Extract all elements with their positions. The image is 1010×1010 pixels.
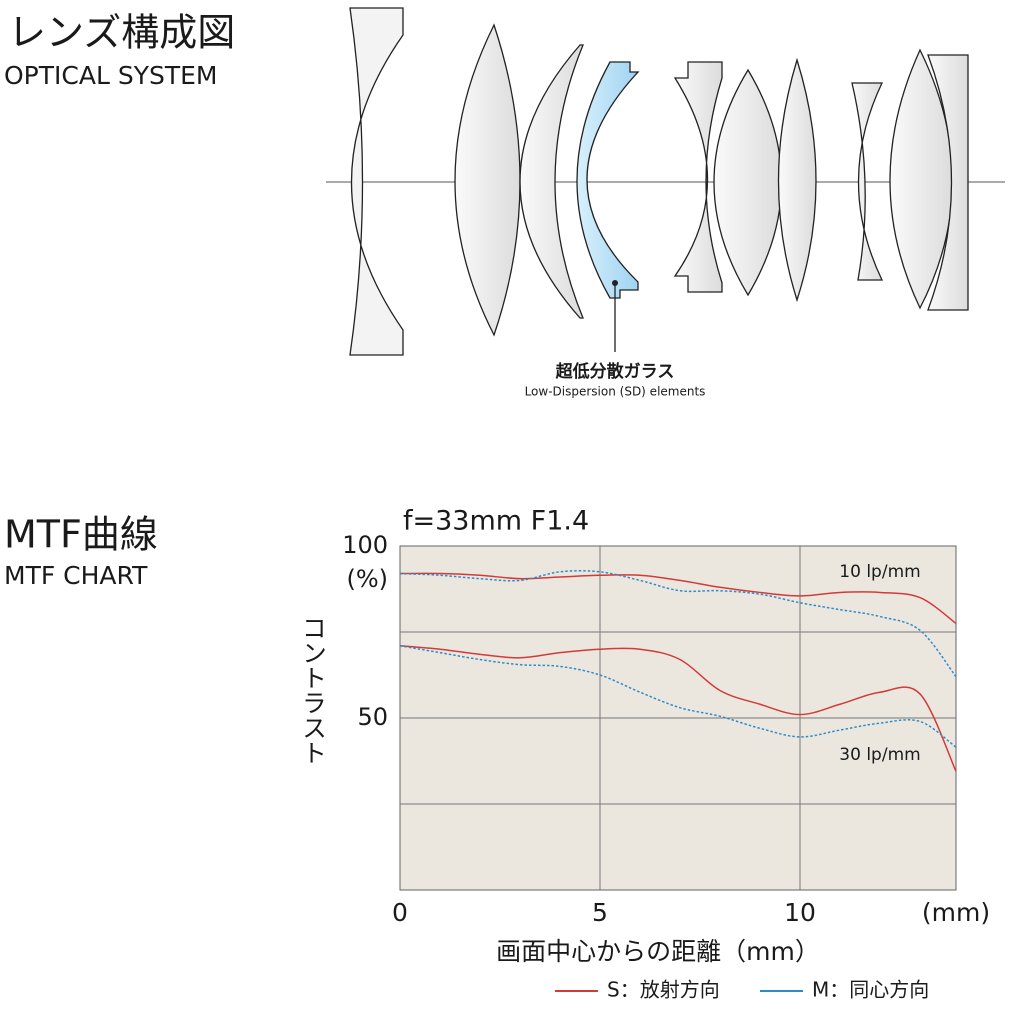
y-tick-label: 50 [357, 703, 388, 731]
lens-element [777, 57, 817, 303]
y-axis-label: コントラスト [299, 615, 328, 765]
lens-element [713, 68, 783, 297]
x-unit: (mm) [922, 898, 990, 927]
mtf-curve [399, 645, 957, 748]
mtf-curve [399, 645, 957, 772]
mtf-heading-ja: MTF曲線 [4, 513, 158, 557]
x-axis-label: 画面中心からの距離（mm） [496, 937, 820, 966]
chart-title: f=33mm F1.4 [403, 506, 589, 537]
mtf-heading-en: MTF CHART [4, 561, 148, 590]
lens-element [927, 54, 969, 311]
optical-title-ja: レンズ構成図 [8, 11, 235, 55]
lens-element [349, 7, 404, 356]
callout-en: Low-Dispersion (SD) elements [525, 385, 706, 399]
lens-element [519, 44, 584, 319]
callout-ja: 超低分散ガラス [556, 361, 675, 382]
x-tick-label: 0 [392, 898, 408, 927]
x-tick-label: 10 [784, 898, 816, 927]
annotation: 30 lp/mm [839, 745, 920, 765]
lens-element [673, 61, 723, 293]
sd-lens-element [576, 61, 640, 299]
legend-label: S：放射方向 [607, 978, 720, 1002]
lens-element [851, 82, 884, 281]
mtf-chart: f=33mm F1.4 (%) コントラスト (mm) 画面中心からの距離（mm… [299, 506, 991, 967]
y-unit: (%) [346, 565, 388, 593]
optical-title-en: OPTICAL SYSTEM [4, 61, 217, 90]
annotation: 10 lp/mm [839, 562, 920, 582]
mtf-curve [399, 572, 957, 625]
lens-diagram [326, 7, 1005, 356]
y-tick-label: 100 [342, 531, 388, 559]
mtf-curve [399, 569, 957, 678]
legend-label: M：同心方向 [812, 978, 929, 1002]
lens-element [454, 23, 521, 337]
x-tick-label: 5 [592, 898, 608, 927]
